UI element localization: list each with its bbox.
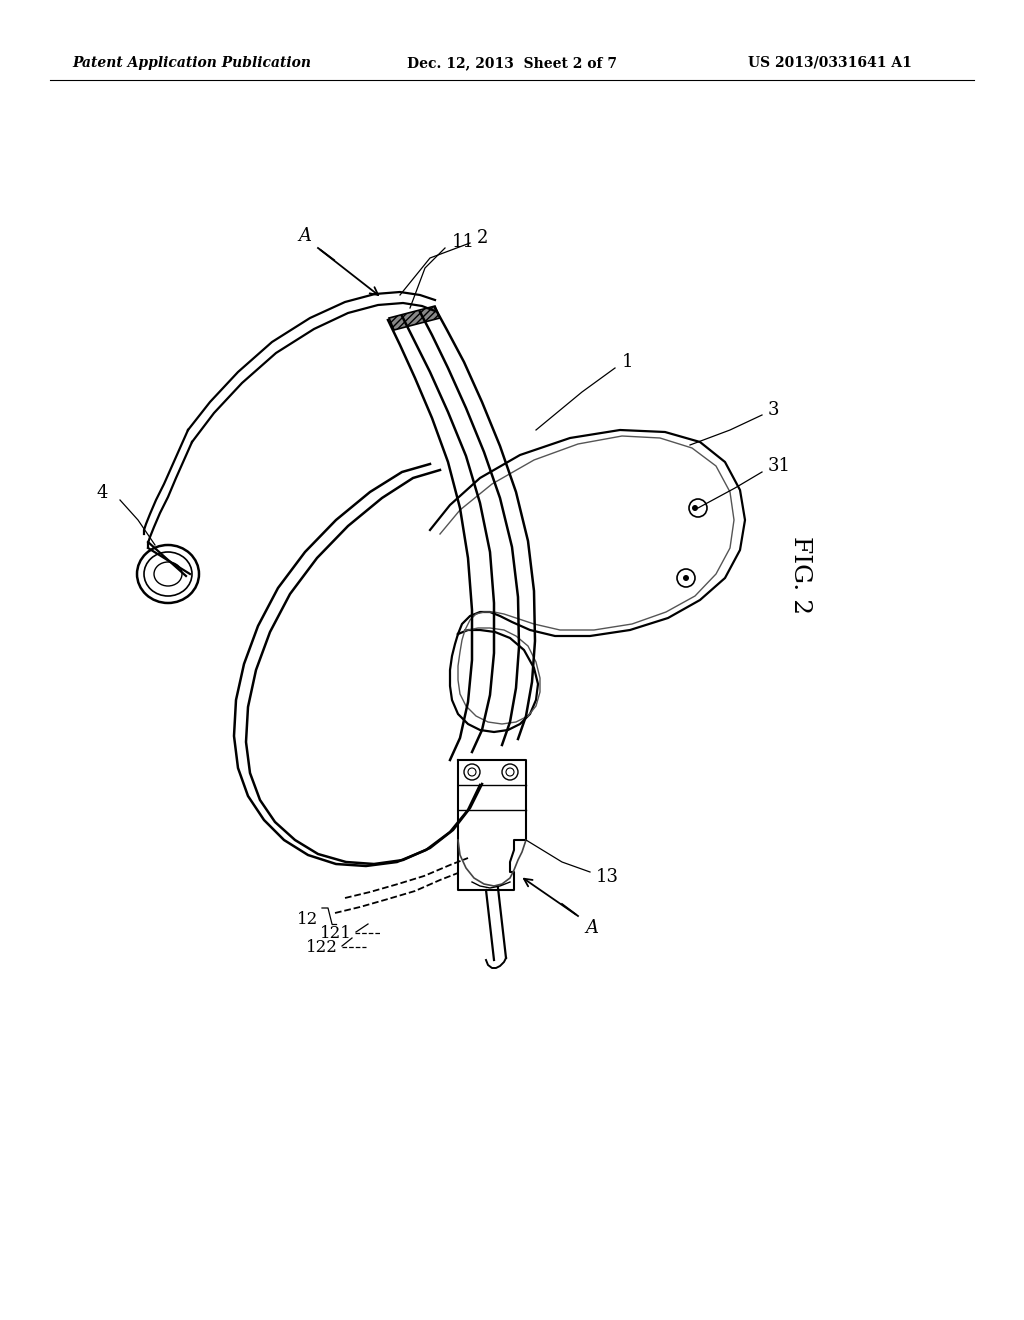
Text: 12: 12 bbox=[297, 912, 318, 928]
Text: 1: 1 bbox=[622, 352, 634, 371]
Circle shape bbox=[683, 576, 689, 581]
Text: A: A bbox=[299, 227, 311, 246]
Text: 3: 3 bbox=[768, 401, 779, 418]
Text: 122: 122 bbox=[306, 940, 338, 957]
Text: US 2013/0331641 A1: US 2013/0331641 A1 bbox=[749, 55, 912, 70]
Text: 2: 2 bbox=[477, 228, 488, 247]
Text: Patent Application Publication: Patent Application Publication bbox=[73, 55, 311, 70]
Text: 31: 31 bbox=[768, 457, 791, 475]
Text: 11: 11 bbox=[452, 234, 475, 251]
Circle shape bbox=[692, 506, 698, 511]
Polygon shape bbox=[389, 306, 440, 330]
Text: A: A bbox=[586, 919, 598, 937]
Text: 13: 13 bbox=[596, 869, 618, 886]
Text: 4: 4 bbox=[96, 484, 108, 502]
Text: FIG. 2: FIG. 2 bbox=[788, 536, 811, 614]
Text: 121: 121 bbox=[321, 925, 352, 942]
Text: Dec. 12, 2013  Sheet 2 of 7: Dec. 12, 2013 Sheet 2 of 7 bbox=[407, 55, 617, 70]
